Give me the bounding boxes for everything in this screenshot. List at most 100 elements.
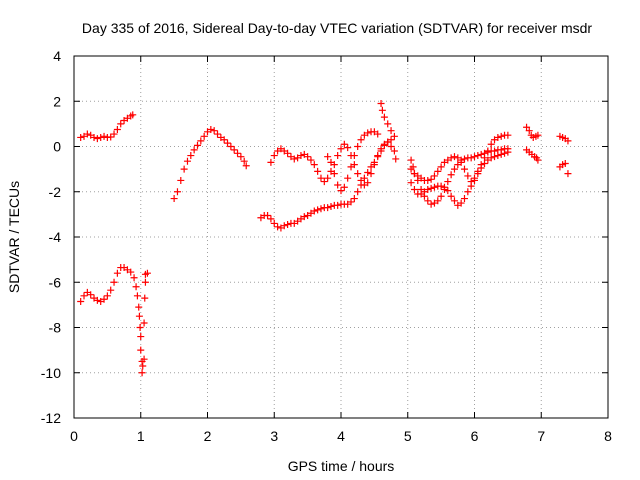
- data-point: [407, 179, 415, 187]
- data-point: [137, 333, 145, 341]
- data-point: [337, 145, 345, 153]
- data-point: [280, 222, 288, 230]
- data-point: [350, 195, 358, 203]
- data-point: [474, 152, 482, 160]
- data-point: [300, 213, 308, 221]
- data-point: [497, 150, 505, 158]
- data-point: [200, 132, 208, 140]
- data-points: [77, 100, 572, 377]
- data-point: [307, 156, 315, 164]
- data-point: [457, 158, 465, 166]
- data-point: [93, 135, 101, 143]
- data-point: [135, 312, 143, 320]
- data-point: [504, 148, 512, 156]
- data-point: [357, 176, 365, 184]
- data-point: [334, 152, 342, 160]
- data-point: [447, 171, 455, 179]
- data-point: [447, 192, 455, 200]
- grid: [73, 55, 609, 419]
- data-point: [471, 176, 478, 184]
- data-point: [357, 136, 365, 144]
- x-tick-label: 2: [204, 428, 212, 444]
- data-point: [494, 152, 502, 160]
- data-point: [347, 163, 355, 171]
- data-point: [340, 140, 348, 148]
- series-arc-k: [523, 146, 542, 164]
- x-tick-label: 0: [70, 428, 78, 444]
- y-axis-label: SDTVAR / TECUs: [6, 181, 22, 293]
- data-point: [471, 153, 478, 161]
- data-point: [424, 185, 432, 193]
- data-point: [130, 274, 138, 282]
- series-arc-g: [407, 145, 512, 208]
- data-point: [327, 158, 335, 166]
- data-point: [501, 149, 509, 157]
- data-point: [427, 184, 435, 192]
- data-point: [334, 201, 342, 209]
- data-point: [497, 132, 505, 140]
- data-point: [564, 137, 572, 145]
- data-point: [93, 296, 101, 304]
- data-point: [377, 145, 385, 153]
- data-point: [103, 292, 111, 300]
- x-tick-label: 7: [537, 428, 545, 444]
- data-point: [317, 205, 325, 213]
- data-point: [430, 183, 438, 191]
- data-point: [143, 269, 151, 277]
- series-arc-i: [407, 148, 512, 209]
- y-tick-label: 2: [53, 93, 61, 109]
- data-point: [504, 131, 512, 139]
- y-tick-label: -6: [49, 274, 62, 290]
- data-point: [424, 176, 432, 184]
- data-point: [434, 197, 442, 205]
- data-point: [107, 133, 115, 141]
- data-point: [437, 192, 445, 200]
- x-tick-label: 4: [337, 428, 345, 444]
- data-point: [173, 188, 181, 196]
- data-point: [132, 283, 140, 291]
- data-point: [354, 170, 362, 178]
- data-point: [314, 206, 322, 214]
- axis-ticks: 0 1 2 3 4 5 6 7 8 -12 -10 -8 -6 -4 -2 0 2 4: [41, 48, 612, 444]
- data-point: [110, 130, 118, 138]
- y-tick-label: 0: [53, 139, 61, 155]
- data-point: [487, 154, 495, 162]
- series-arc-m: [556, 159, 572, 178]
- y-tick-label: -12: [41, 410, 61, 426]
- data-point: [267, 215, 275, 223]
- data-point: [387, 127, 395, 135]
- data-point: [344, 144, 352, 152]
- data-point: [494, 133, 502, 141]
- data-point: [140, 355, 148, 363]
- data-point: [378, 106, 386, 114]
- x-axis-label: GPS time / hours: [288, 458, 395, 474]
- data-point: [444, 187, 452, 195]
- data-point: [467, 154, 475, 162]
- data-point: [220, 136, 228, 144]
- data-point: [324, 204, 332, 212]
- data-point: [464, 188, 472, 196]
- data-point: [141, 278, 149, 286]
- x-tick-label: 6: [471, 428, 479, 444]
- data-point: [374, 130, 382, 138]
- x-tick-label: 5: [404, 428, 412, 444]
- data-point: [320, 178, 328, 186]
- data-point: [242, 162, 250, 170]
- data-point: [224, 139, 232, 147]
- data-point: [240, 157, 248, 165]
- data-point: [107, 286, 115, 294]
- series-arc-c: [170, 126, 250, 203]
- data-point: [237, 153, 245, 161]
- data-point: [210, 127, 218, 135]
- data-point: [410, 185, 418, 193]
- data-point: [138, 369, 146, 377]
- x-tick-label: 8: [604, 428, 612, 444]
- data-point: [491, 153, 499, 161]
- data-point: [290, 155, 298, 163]
- data-point: [354, 188, 362, 196]
- data-point: [133, 292, 141, 300]
- data-point: [390, 132, 398, 140]
- data-point: [310, 207, 318, 215]
- series-arc-h: [407, 131, 512, 186]
